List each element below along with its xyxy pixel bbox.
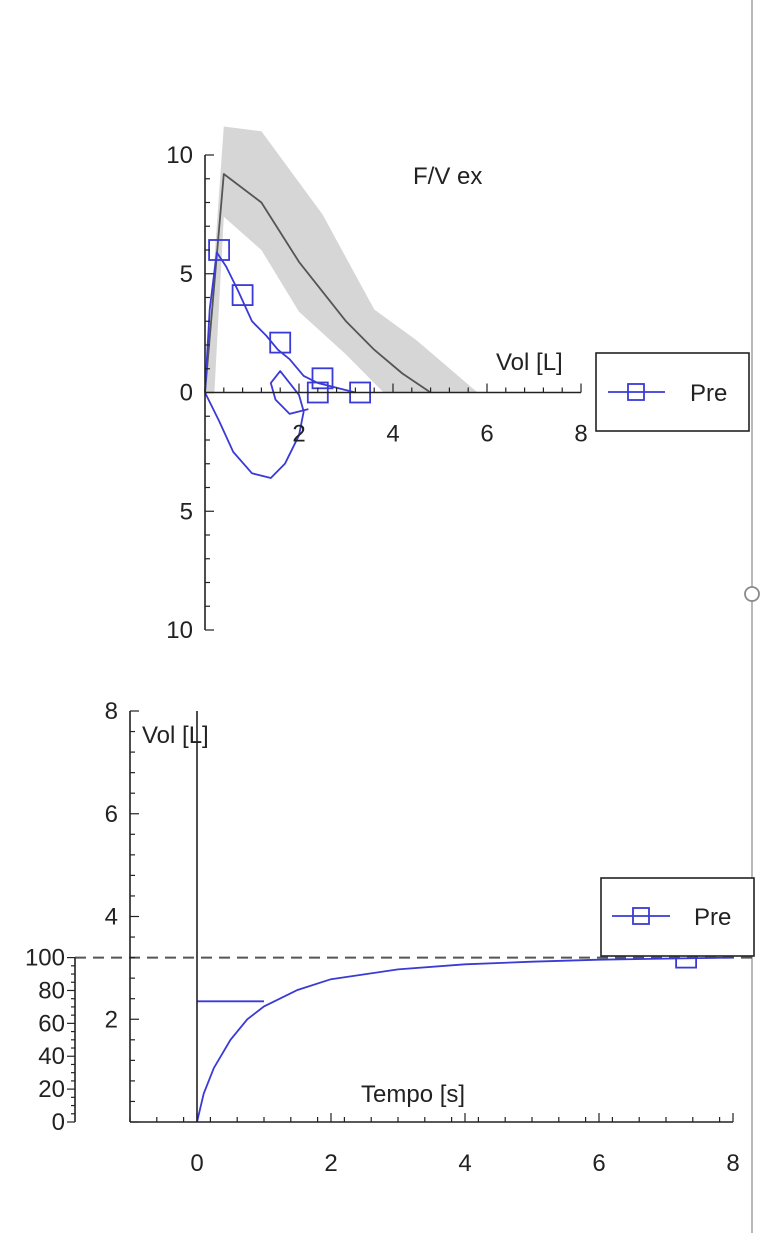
flow-volume-axes: 10 5 0 5 10 2 4 6 8 [166,142,587,644]
legend-marker-square [627,383,645,401]
x-axis-label: Vol [L] [496,349,563,376]
y-tick-label: 5 [180,498,193,525]
volume-time-axes: 0 2 4 6 8 8 6 4 2 [105,698,740,1177]
secondary-tick-label: 40 [38,1043,65,1070]
secondary-tick-label: 60 [38,1010,65,1037]
y-tick-label: 4 [105,904,118,931]
y-tick-label: 6 [105,801,118,828]
x-tick-label: 2 [324,1150,337,1177]
x-tick-label: 4 [386,421,399,448]
legend[interactable]: Pre [595,352,750,432]
data-point-marker [311,367,334,390]
flow-volume-series [204,173,432,479]
legend-label-pre: Pre [694,904,731,931]
chart-title: F/V ex [413,163,482,190]
x-axis-label: Tempo [s] [361,1081,465,1108]
panel-resize-handle[interactable] [744,586,760,602]
volume-time-chart: 0 2 4 6 8 8 6 4 2 100 80 60 40 20 0 Vol [L] Tempo [s]… [25,698,755,1177]
secondary-percent-axis: 100 80 60 40 20 0 [25,945,76,1136]
x-tick-label: 8 [574,421,587,448]
series-line-0 [196,956,734,1123]
legend-marker-square [632,907,650,925]
volume-time-series [196,946,734,1123]
series-line-2 [204,370,309,479]
y-tick-label: 8 [105,698,118,725]
series-line-0 [204,173,432,394]
secondary-tick-label: 80 [38,977,65,1004]
flow-volume-chart: 10 5 0 5 10 2 4 6 8 F/V ex Vol [L] Pre [166,126,750,644]
secondary-tick-label: 20 [38,1076,65,1103]
secondary-tick-label: 0 [52,1109,65,1136]
y-tick-label: 2 [105,1006,118,1033]
predicted-range-band [205,126,478,393]
x-tick-label: 2 [292,421,305,448]
legend[interactable]: Pre [600,877,755,957]
data-point-marker [231,284,254,307]
secondary-tick-label: 100 [25,945,65,972]
x-tick-label: 4 [458,1150,471,1177]
x-tick-label: 6 [480,421,493,448]
x-tick-label: 6 [592,1150,605,1177]
legend-label-pre: Pre [690,380,727,407]
x-tick-label: 8 [726,1150,739,1177]
y-tick-label: 10 [166,142,193,169]
data-point-marker [269,331,292,354]
legend-box [600,877,755,957]
y-axis-label: Vol [L] [142,722,209,749]
y-tick-label: 0 [180,380,193,407]
y-tick-label: 10 [166,617,193,644]
predicted-band-area [205,126,478,393]
x-tick-label: 0 [190,1150,203,1177]
y-tick-label: 5 [180,261,193,288]
